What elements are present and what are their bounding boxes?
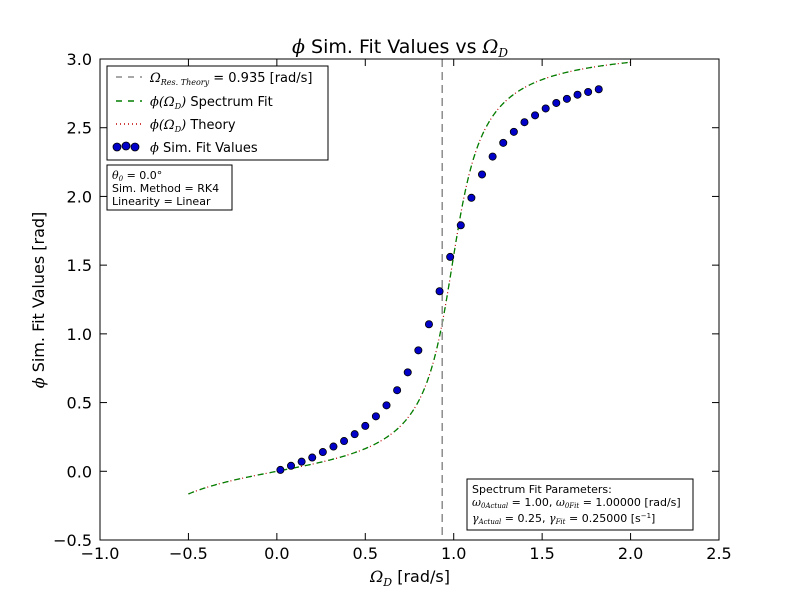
data-point — [340, 437, 349, 446]
x-axis-label: ΩD [rad/s] — [369, 567, 450, 589]
data-point — [552, 98, 561, 107]
params-title: Spectrum Fit Parameters: — [472, 483, 612, 496]
data-point — [382, 401, 391, 410]
data-point — [276, 465, 285, 474]
params-gamma: γActual = 0.25, γFit = 0.25000 [s−1] — [472, 512, 655, 526]
legend-marker — [112, 142, 122, 152]
x-tick-label: 1.5 — [529, 544, 554, 563]
x-tick-label: 0.5 — [353, 544, 378, 563]
chart-title: ϕ Sim. Fit Values vs ΩD — [292, 36, 508, 60]
y-tick-label: −0.5 — [53, 531, 92, 550]
legend-entry-theory: ϕ(ΩD) Theory — [150, 118, 236, 134]
data-point — [350, 430, 359, 439]
info-sim-method: Sim. Method = RK4 — [112, 182, 219, 195]
plot-layer: −1.0 −0.5 0.0 0.5 1.0 1.5 2.0 2.5−0.50.00.51.01… — [53, 50, 732, 563]
legend-entry-sim-values: ϕ Sim. Fit Values — [150, 141, 258, 156]
legend-marker — [121, 141, 131, 151]
data-point — [499, 138, 508, 147]
y-axis-label: ϕ Sim. Fit Values [rad] — [29, 212, 48, 389]
data-point — [287, 461, 296, 470]
plot-frame — [99, 58, 720, 541]
data-point — [308, 453, 317, 462]
info-box-frame — [106, 164, 233, 211]
data-point — [393, 386, 402, 395]
info-linearity: Linearity = Linear — [112, 195, 211, 208]
y-tick-label: 2.0 — [67, 187, 92, 206]
data-point — [403, 368, 412, 377]
info-theta: θ0 = 0.0° — [112, 169, 162, 183]
data-point — [414, 346, 423, 355]
params-box: Spectrum Fit Parameters: ω0Actual = 1.00… — [466, 478, 694, 531]
legend-entry-spectrum-fit: ϕ(ΩD) Spectrum Fit — [150, 95, 273, 111]
data-point — [371, 412, 380, 421]
data-point — [446, 252, 455, 261]
y-tick-label: 1.0 — [67, 325, 92, 344]
data-point — [531, 111, 540, 120]
x-tick-label: 0.0 — [264, 544, 289, 563]
y-tick-label: 0.0 — [67, 462, 92, 481]
params-box-frame — [466, 478, 694, 531]
x-tick-label: 2.5 — [706, 544, 731, 563]
x-tick-label: 1.0 — [441, 544, 466, 563]
data-point — [562, 94, 571, 103]
data-point — [329, 442, 338, 451]
data-point — [361, 421, 370, 430]
data-point — [594, 85, 603, 94]
data-point — [467, 193, 476, 202]
x-tick-label: −0.5 — [169, 544, 208, 563]
data-point — [424, 320, 433, 329]
x-tick-label: 2.0 — [618, 544, 643, 563]
x-tick-label: −1.0 — [81, 544, 120, 563]
y-tick-label: 3.0 — [67, 50, 92, 69]
legend-entry-resonance: ΩRes. Theory = 0.935 [rad/s] — [149, 71, 313, 87]
data-point — [573, 90, 582, 99]
legend-marker — [130, 142, 140, 152]
info-box: θ0 = 0.0° Sim. Method = RK4 Linearity = … — [106, 164, 233, 211]
data-point — [541, 104, 550, 113]
y-tick-label: 0.5 — [67, 394, 92, 413]
data-point — [297, 457, 306, 466]
data-point — [488, 152, 497, 161]
legend-frame — [106, 65, 329, 161]
data-point — [520, 118, 529, 127]
data-point — [584, 87, 593, 96]
params-omega: ω0Actual = 1.00, ω0Fit = 1.00000 [rad/s] — [472, 496, 681, 510]
data-point — [478, 170, 487, 179]
data-point — [318, 448, 327, 457]
data-point — [456, 221, 465, 230]
y-tick-label: 2.5 — [67, 119, 92, 138]
legend: ΩRes. Theory = 0.935 [rad/s] ϕ(ΩD) Spect… — [106, 65, 329, 161]
data-point — [509, 127, 518, 136]
spectrum-fit-curve — [188, 61, 631, 495]
y-tick-label: 1.5 — [67, 256, 92, 275]
data-point — [435, 287, 444, 296]
